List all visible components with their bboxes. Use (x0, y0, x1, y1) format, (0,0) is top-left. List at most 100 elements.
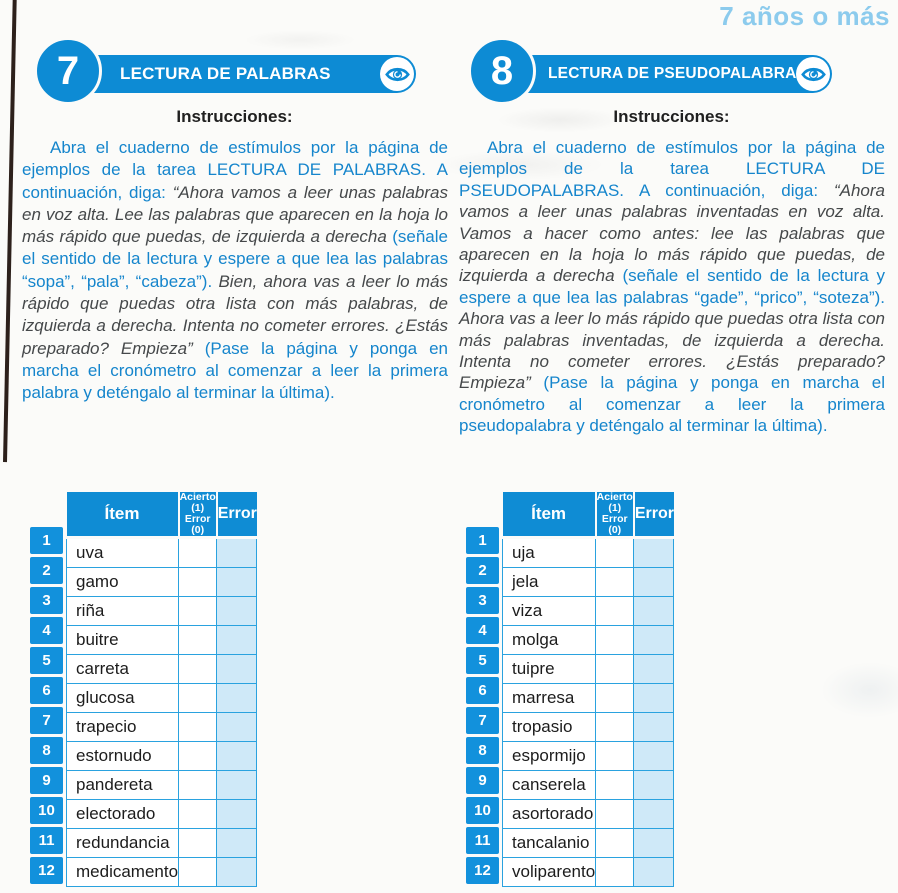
row-number-column: 1 2 3 4 5 6 7 8 9 10 11 12 (30, 527, 63, 887)
table-row: pandereta (65, 770, 258, 800)
score-entry-cell (178, 712, 218, 742)
scan-edge-line (3, 0, 17, 463)
row-number-cell: 5 (30, 647, 63, 674)
row-number-cell: 6 (466, 677, 499, 704)
table-row: canserela (501, 770, 675, 800)
row-number-cell: 9 (466, 767, 499, 794)
error-entry-cell (216, 712, 258, 742)
table-row: molga (501, 625, 675, 655)
error-entry-cell (216, 537, 258, 568)
score-entry-cell (595, 596, 635, 626)
score-entry-cell (178, 567, 218, 597)
table-row: tancalanio (501, 828, 675, 858)
row-number-cell: 12 (466, 857, 499, 884)
row-number-cell: 2 (30, 557, 63, 584)
row-number-cell: 11 (30, 827, 63, 854)
row-number-cell: 2 (466, 557, 499, 584)
row-number-cell: 6 (30, 677, 63, 704)
row-number-cell: 7 (30, 707, 63, 734)
table-row: asortorado (501, 799, 675, 829)
score-entry-cell (178, 654, 218, 684)
error-entry-cell (633, 596, 675, 626)
row-number-cell: 1 (466, 527, 499, 554)
instructions-paragraph: Abra el cuaderno de estímulos por la pág… (22, 137, 448, 405)
item-cell: marresa (501, 683, 597, 713)
item-cell: uva (65, 537, 180, 568)
table-row: viza (501, 596, 675, 626)
item-cell: canserela (501, 770, 597, 800)
row-number-cell: 7 (466, 707, 499, 734)
row-number-cell: 8 (466, 737, 499, 764)
table-row: voliparento (501, 857, 675, 887)
task-7-title: LECTURA DE PALABRAS (120, 64, 331, 83)
score-entry-cell (595, 537, 635, 568)
item-cell: molga (501, 625, 597, 655)
age-range-label: 7 años o más (719, 1, 890, 31)
item-cell: riña (65, 596, 180, 626)
item-cell: trapecio (65, 712, 180, 742)
error-entry-cell (216, 654, 258, 684)
score-header-line2: Error (0) (184, 513, 211, 536)
score-entry-cell (595, 712, 635, 742)
table-row: uva (65, 537, 258, 568)
score-entry-cell (595, 683, 635, 713)
table-header-row: Ítem Acierto (1) Error (0) Error (502, 492, 674, 539)
instructions-heading: Instrucciones: (613, 107, 730, 126)
row-number-cell: 8 (30, 737, 63, 764)
instruction-segment: Bien, ahora vas a leer lo más rápido que… (22, 271, 448, 358)
score-entry-cell (178, 828, 218, 858)
row-number-cell: 3 (466, 587, 499, 614)
item-cell: viza (501, 596, 597, 626)
item-cell: espormijo (501, 741, 597, 771)
instruction-segment: Abra el cuaderno de estímulos por la pág… (459, 138, 885, 200)
task-8-column: LECTURA DE PSEUDOPALABRAS 8 Instruccione… (455, 0, 888, 893)
table-row: tropasio (501, 712, 675, 742)
row-number-cell: 12 (30, 857, 63, 884)
error-entry-cell (633, 857, 675, 887)
table-row: marresa (501, 683, 675, 713)
error-entry-cell (216, 596, 258, 626)
row-number-cell: 4 (30, 617, 63, 644)
table-header-row: Ítem Acierto (1) Error (0) Error (66, 491, 257, 539)
table-row: redundancia (65, 828, 258, 858)
score-entry-cell (595, 625, 635, 655)
score-entry-cell (178, 683, 218, 713)
error-entry-cell (216, 857, 258, 887)
score-entry-cell (595, 741, 635, 771)
instruction-segment: (Pase la página y ponga en marcha el cro… (22, 338, 448, 403)
score-entry-cell (178, 799, 218, 829)
score-header-line1: Acierto (1) (179, 491, 216, 514)
score-entry-cell (178, 596, 218, 626)
task-8-number-badge: 8 (468, 37, 536, 105)
error-entry-cell (633, 741, 675, 771)
item-cell: electorado (65, 799, 180, 829)
item-cell: estornudo (65, 741, 180, 771)
error-entry-cell (216, 625, 258, 655)
error-entry-cell (216, 683, 258, 713)
table-row: buitre (65, 625, 258, 655)
item-cell: uja (501, 537, 597, 568)
item-column-header: Ítem (66, 492, 179, 539)
instruction-segment: “Ahora vamos a leer unas palabras en voz… (22, 182, 449, 247)
table-row: medicamento (65, 857, 258, 887)
task-7-number-badge: 7 (34, 37, 102, 105)
instruction-segment: (Pase la página y ponga en marcha el cro… (459, 373, 885, 436)
score-grid: Ítem Acierto (1) Error (0) Error uva gamo… (65, 491, 258, 887)
row-number-cell: 11 (466, 827, 499, 854)
score-entry-cell (595, 828, 635, 858)
score-entry-cell (595, 857, 635, 887)
error-entry-cell (633, 770, 675, 800)
item-cell: tancalanio (501, 828, 597, 858)
row-number-cell: 9 (30, 767, 63, 794)
table-row: glucosa (65, 683, 258, 713)
item-cell: carreta (65, 654, 180, 684)
table-row: riña (65, 596, 258, 626)
instruction-segment: “Ahora vamos a leer unas palabras invent… (459, 180, 885, 286)
table-row: carreta (65, 654, 258, 684)
error-entry-cell (216, 770, 258, 800)
error-entry-cell (633, 625, 675, 655)
error-entry-cell (633, 654, 675, 684)
item-cell: medicamento (65, 857, 180, 887)
instruction-segment: (señale el sentido de la lectura y esper… (22, 227, 448, 291)
